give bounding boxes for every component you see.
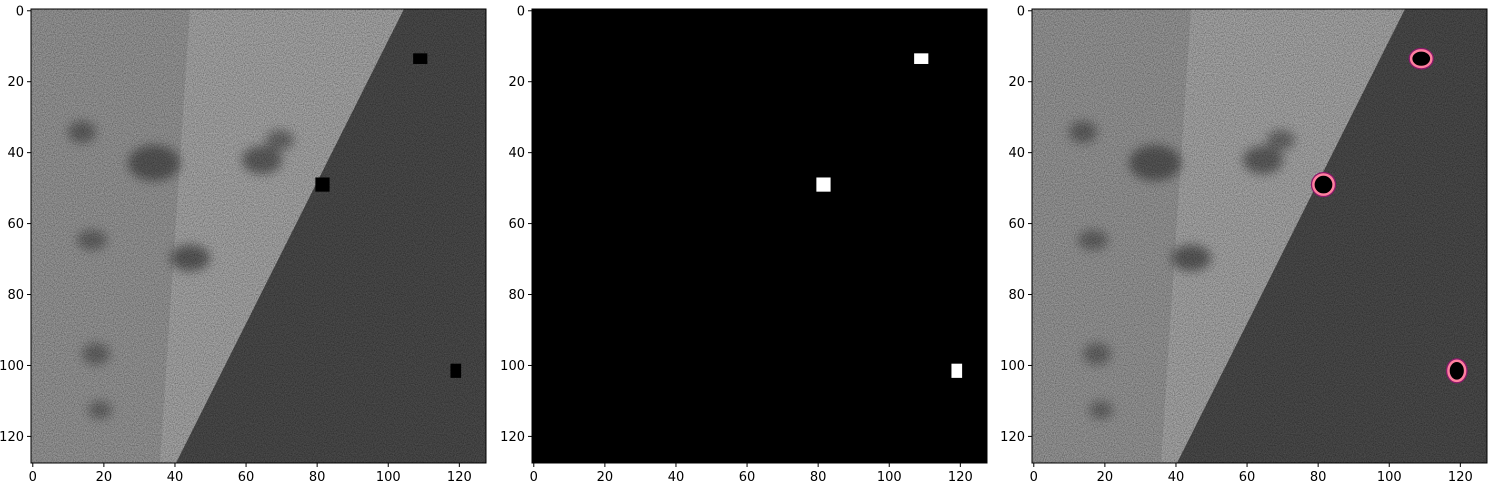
mask-background [532,9,987,463]
x-tick-label: 60 [238,470,255,485]
x-tick-label: 20 [96,470,113,485]
x-tick-label: 40 [167,470,184,485]
axes-frame [531,8,988,464]
white-blobs [816,53,963,378]
dark-texture-spots [68,121,294,419]
y-tick-label: 40 [7,146,24,161]
y-tick-label: 80 [508,288,525,303]
axis-ticks: 0 20 40 60 80 100 120 0 20 40 60 80 100 120 [0,4,472,485]
white-blob [816,177,831,192]
x-tick-label: 120 [447,470,472,485]
y-tick-label: 80 [7,288,24,303]
x-tick-label: 0 [530,470,538,485]
x-tick-label: 40 [668,470,685,485]
y-tick-label: 60 [508,217,525,232]
blob-contour [1447,359,1467,383]
x-tick-label: 100 [877,470,902,485]
blob-contour [1312,173,1335,196]
white-blob [914,53,929,64]
dark-blob [450,363,462,378]
overlay-image [1032,9,1487,463]
y-tick-label: 60 [1008,217,1025,232]
x-tick-label: 80 [309,470,326,485]
y-tick-label: 60 [7,217,24,232]
axes-frame [30,8,487,464]
dark-blob [413,53,428,64]
x-tick-label: 60 [739,470,756,485]
y-tick-label: 20 [508,75,525,90]
x-tick-label: 120 [1448,470,1473,485]
input-image-panel: 0 20 40 60 80 100 120 0 20 40 60 80 100 120 [0,4,487,485]
input-image [31,9,486,463]
dark-blobs [315,53,462,378]
x-tick-label: 80 [810,470,827,485]
binary-mask-panel: 0 20 40 60 80 100 120 0 20 40 60 80 100 120 [500,4,988,485]
x-tick-label: 40 [1168,470,1185,485]
x-tick-label: 60 [1239,470,1256,485]
y-tick-label: 20 [7,75,24,90]
y-tick-label: 80 [1008,288,1025,303]
blob-contour [1409,49,1433,69]
x-tick-label: 20 [597,470,614,485]
white-blob [951,363,963,378]
axes-frame [1031,8,1488,464]
y-tick-label: 40 [1008,146,1025,161]
y-tick-label: 120 [0,430,24,445]
y-tick-label: 0 [517,4,525,19]
y-tick-label: 100 [0,359,24,374]
x-tick-label: 0 [29,470,37,485]
dark-texture-spots [1069,121,1295,419]
y-tick-label: 120 [1000,430,1025,445]
x-tick-label: 80 [1310,470,1327,485]
x-tick-label: 100 [1377,470,1402,485]
dark-blob [315,177,330,192]
overlay-panel: 0 20 40 60 80 100 120 0 20 40 60 80 100 120 [1000,4,1488,485]
y-tick-label: 100 [500,359,525,374]
y-tick-label: 20 [1008,75,1025,90]
axis-ticks: 0 20 40 60 80 100 120 0 20 40 60 80 100 120 [500,4,973,485]
y-tick-label: 100 [1000,359,1025,374]
blob-contours [1310,47,1468,384]
y-tick-label: 0 [16,4,24,19]
x-tick-label: 20 [1097,470,1114,485]
x-tick-label: 100 [376,470,401,485]
y-tick-label: 40 [508,146,525,161]
axis-ticks: 0 20 40 60 80 100 120 0 20 40 60 80 100 120 [1000,4,1473,485]
x-tick-label: 0 [1030,470,1038,485]
y-tick-label: 0 [1017,4,1025,19]
x-tick-label: 120 [948,470,973,485]
y-tick-label: 120 [500,430,525,445]
